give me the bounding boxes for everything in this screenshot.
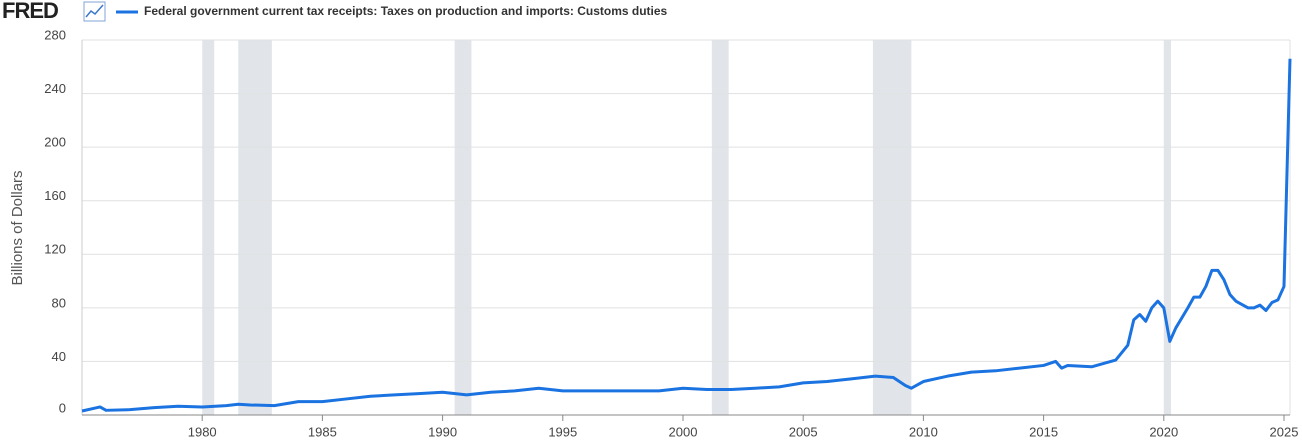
recession-band <box>454 40 472 415</box>
x-tick-label: 1985 <box>308 424 337 439</box>
x-tick-label: 2025 <box>1270 424 1299 439</box>
logo: FRED <box>2 0 58 23</box>
y-tick-label: 40 <box>52 349 66 364</box>
recession-band <box>238 40 272 415</box>
x-tick-label: 2020 <box>1149 424 1178 439</box>
legend-label: Federal government current tax receipts:… <box>144 4 668 18</box>
y-axis-label: Billions of Dollars <box>9 170 26 285</box>
x-tick-label: 1990 <box>428 424 457 439</box>
y-tick-label: 0 <box>59 400 66 415</box>
recession-band <box>202 40 215 415</box>
y-tick-label: 280 <box>44 27 66 42</box>
recession-band <box>711 40 729 415</box>
x-tick-label: 1980 <box>188 424 217 439</box>
logo-icon <box>83 1 106 22</box>
recession-band <box>872 40 912 415</box>
recession-band <box>1163 40 1172 415</box>
x-tick-label: 1995 <box>548 424 577 439</box>
data-line <box>81 58 1292 413</box>
x-tick-label: 2015 <box>1029 424 1058 439</box>
x-tick-label: 2010 <box>909 424 938 439</box>
y-tick-label: 200 <box>44 135 66 150</box>
x-tick-label: 2000 <box>669 424 698 439</box>
x-tick-label: 2005 <box>789 424 818 439</box>
y-tick-label: 240 <box>44 81 66 96</box>
y-tick-label: 160 <box>44 188 66 203</box>
y-tick-label: 120 <box>44 242 66 257</box>
y-tick-label: 80 <box>52 295 66 310</box>
